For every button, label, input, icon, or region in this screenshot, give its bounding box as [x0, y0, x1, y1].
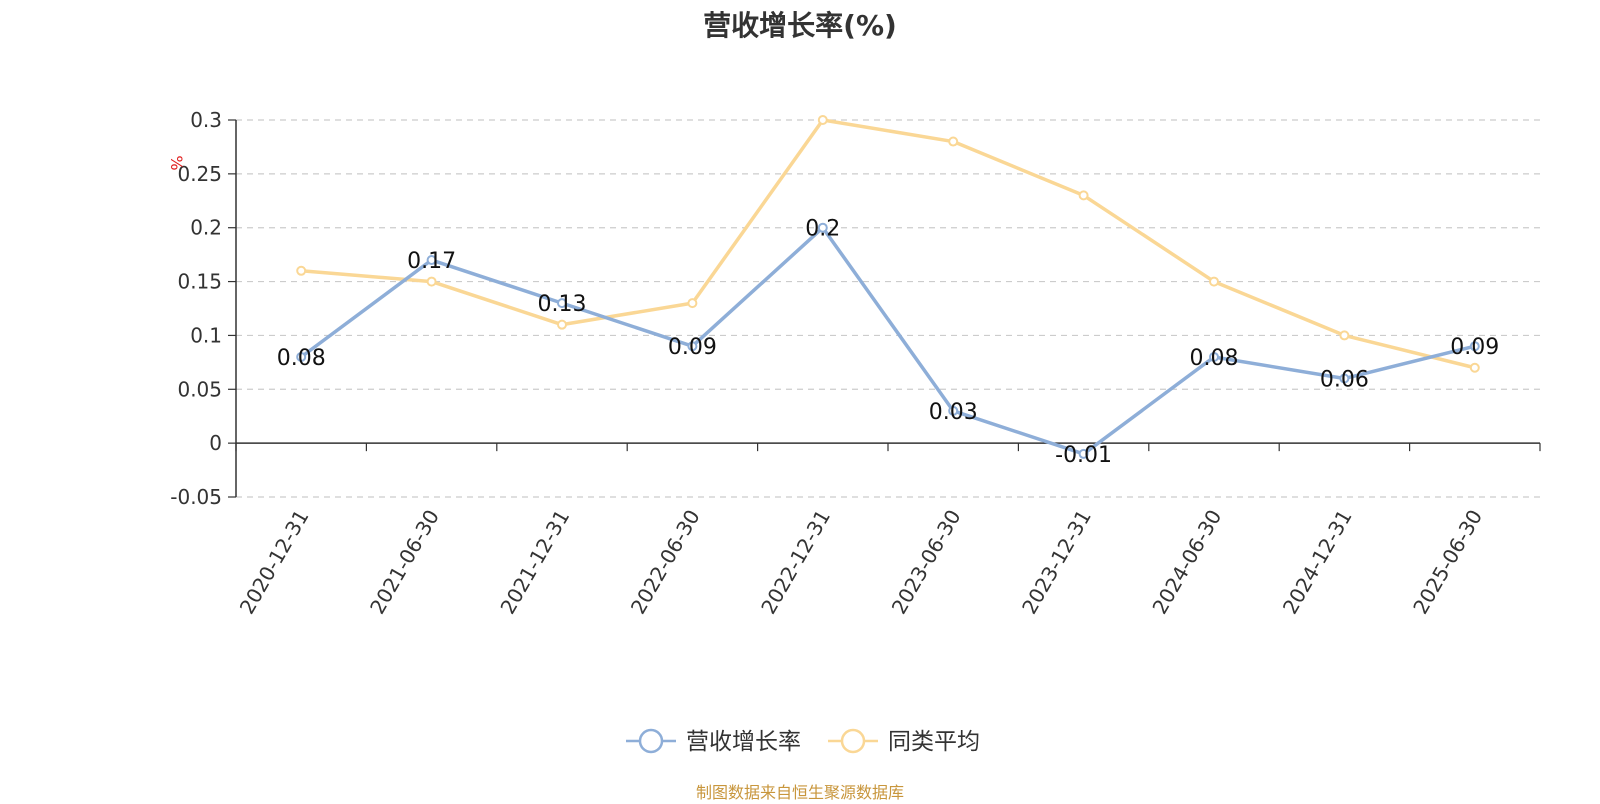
series-point-1 [817, 115, 828, 125]
x-tick-label: 2021-06-30 [365, 506, 444, 619]
series-point-0 [1469, 341, 1480, 352]
y-tick-label: 0.05 [177, 377, 222, 401]
legend-item-0: 营收增长率 [626, 728, 801, 755]
series-point-1 [1078, 190, 1089, 201]
series-point-0 [1078, 448, 1089, 459]
series-point-1 [426, 276, 437, 287]
series-point-0 [948, 405, 959, 416]
y-tick-label: 0.1 [190, 323, 222, 347]
data-label: 0.08 [1190, 346, 1239, 371]
y-tick-label: -0.05 [170, 485, 222, 509]
data-labels: 0.08 0.17 0.13 0.09 0.2 0.03 -0.01 0.08 0.06 0.09 [277, 217, 1500, 468]
series-point-0 [687, 341, 698, 352]
chart-title: 营收增长率(%) [703, 9, 897, 42]
x-tick-label: 2021-12-31 [495, 506, 574, 619]
x-tick-label: 2024-06-30 [1147, 506, 1226, 619]
series-point-1 [1469, 362, 1480, 373]
series-point-0 [557, 298, 567, 309]
data-label: 0.06 [1320, 368, 1369, 393]
x-tick-label: 2024-12-31 [1278, 506, 1357, 619]
legend: 营收增长率 同类平均 [626, 728, 980, 755]
x-tick-label: 2023-06-30 [887, 506, 966, 619]
legend-item-1: 同类平均 [828, 728, 980, 755]
series-point-1 [557, 319, 567, 330]
data-label: 0.09 [668, 335, 717, 360]
y-tick-label: 0.2 [190, 216, 222, 240]
series-point-0 [426, 255, 437, 266]
series-line-0 [299, 225, 1477, 456]
series-point-0 [817, 222, 828, 233]
series-point-1 [948, 136, 959, 147]
y-tick-label: 0.3 [190, 108, 222, 132]
y-tick-label: 0 [209, 431, 222, 455]
series-point-1 [1339, 330, 1350, 341]
data-label: -0.01 [1055, 443, 1112, 468]
series-point-1 [296, 265, 307, 276]
data-label: 0.09 [1450, 335, 1499, 360]
source-note: 制图数据来自恒生聚源数据库 [695, 783, 904, 802]
series-point-1 [687, 298, 698, 309]
x-tick-label: 2023-12-31 [1017, 506, 1096, 619]
series-layer [296, 115, 1480, 459]
y-axis-label: % [167, 155, 186, 170]
legend-label: 营收增长率 [686, 729, 801, 755]
y-tick-label: 0.15 [177, 270, 222, 294]
x-tick-label: 2022-06-30 [626, 506, 705, 619]
data-label: 0.03 [929, 400, 978, 425]
x-tick-label: 2022-12-31 [756, 506, 835, 619]
axes: 0.3 0.25 0.2 0.15 0.1 0.05 0 -0.05% 2020-12-31 20… [167, 108, 1541, 619]
data-label: 0.2 [805, 217, 840, 242]
x-tick-label: 2025-06-30 [1408, 506, 1487, 619]
series-line-1 [299, 118, 1477, 370]
series-point-0 [1339, 373, 1350, 384]
data-label: 0.17 [407, 249, 456, 274]
legend-marker [638, 728, 664, 754]
series-point-0 [1209, 351, 1219, 362]
series-point-1 [1209, 276, 1219, 287]
data-label: 0.13 [538, 292, 587, 317]
series-point-0 [296, 351, 307, 362]
y-tick-label: 0.25 [177, 162, 222, 186]
data-label: 0.08 [277, 346, 326, 371]
x-tick-label: 2020-12-31 [235, 506, 314, 619]
legend-label: 同类平均 [888, 729, 980, 755]
legend-marker [840, 728, 866, 754]
grid-lines [236, 119, 1540, 498]
